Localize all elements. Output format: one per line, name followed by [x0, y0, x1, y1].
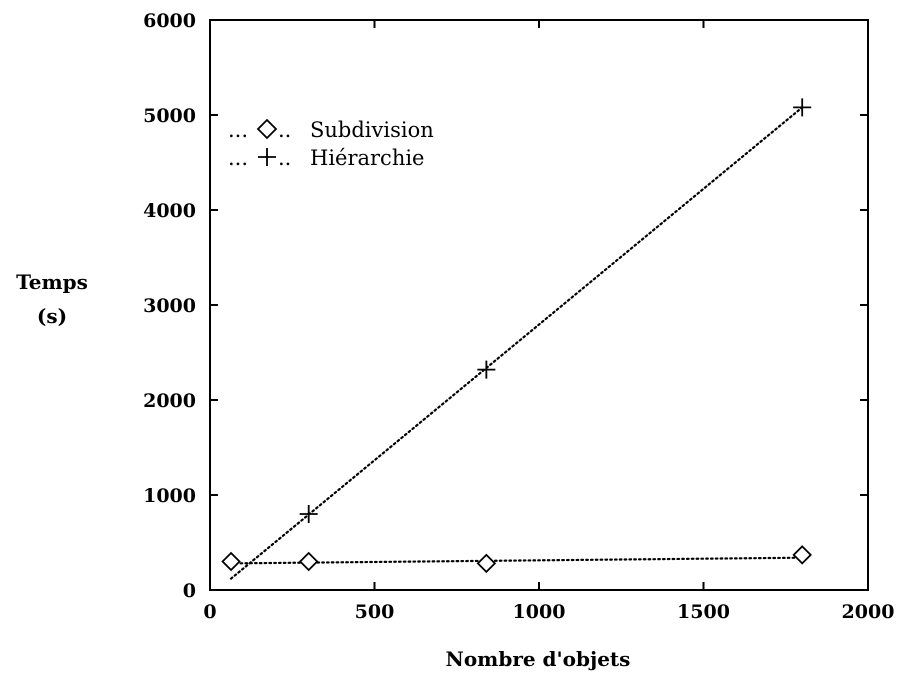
- series-markers: [221, 98, 812, 574]
- x-tick-label-500: 500: [355, 601, 395, 623]
- y-tick-label-2000: 2000: [143, 390, 196, 412]
- y-tick-label-6000: 6000: [143, 10, 196, 32]
- legend-item-hierarchie: ... .. Hiérarchie: [228, 146, 425, 170]
- point-hi-rarchie-1: [477, 360, 496, 379]
- legend: ... .. Subdivision ... .. Hiérarchie: [228, 118, 434, 170]
- y-axis-title-line2: (s): [37, 304, 67, 328]
- y-tick-label-0: 0: [183, 580, 196, 602]
- legend-prefix-subdivision: ...: [228, 118, 248, 142]
- fit-line-subdivision: [229, 556, 804, 565]
- x-tick-label-1000: 1000: [513, 601, 566, 623]
- axis-ticks: [209, 19, 869, 591]
- point-hi-rarchie-2: [793, 98, 812, 117]
- tick-labels: 0 500 1000 1500 2000 0 1000 2000 3000 4000 5000 600…: [143, 10, 894, 623]
- legend-suffix-hierarchie: ..: [278, 146, 291, 170]
- legend-label-hierarchie: Hiérarchie: [310, 146, 425, 170]
- fit-line-hi-rarchie: [229, 106, 804, 580]
- x-axis-title: Nombre d'objets: [446, 647, 631, 671]
- y-tick-label-3000: 3000: [143, 295, 196, 317]
- legend-item-subdivision: ... .. Subdivision: [228, 118, 434, 142]
- y-tick-label-1000: 1000: [143, 485, 196, 507]
- x-tick-label-2000: 2000: [842, 601, 895, 623]
- legend-suffix-subdivision: ..: [278, 118, 291, 142]
- legend-plus-marker: [258, 148, 276, 166]
- legend-diamond-marker: [256, 118, 278, 140]
- series-lines: [229, 106, 804, 580]
- point-hi-rarchie-0: [299, 505, 318, 523]
- legend-label-subdivision: Subdivision: [310, 118, 434, 142]
- plot-frame: [209, 19, 869, 591]
- point-subdivision-0: [221, 551, 241, 572]
- y-tick-label-5000: 5000: [143, 105, 196, 127]
- y-tick-label-4000: 4000: [143, 200, 196, 222]
- legend-prefix-hierarchie: ...: [228, 146, 248, 170]
- point-subdivision-2: [476, 553, 497, 574]
- y-axis-title-line1: Temps: [16, 270, 88, 294]
- x-tick-label-1500: 1500: [677, 601, 730, 623]
- point-subdivision-3: [792, 545, 812, 565]
- point-subdivision-1: [298, 551, 319, 572]
- x-tick-label-0: 0: [203, 601, 216, 623]
